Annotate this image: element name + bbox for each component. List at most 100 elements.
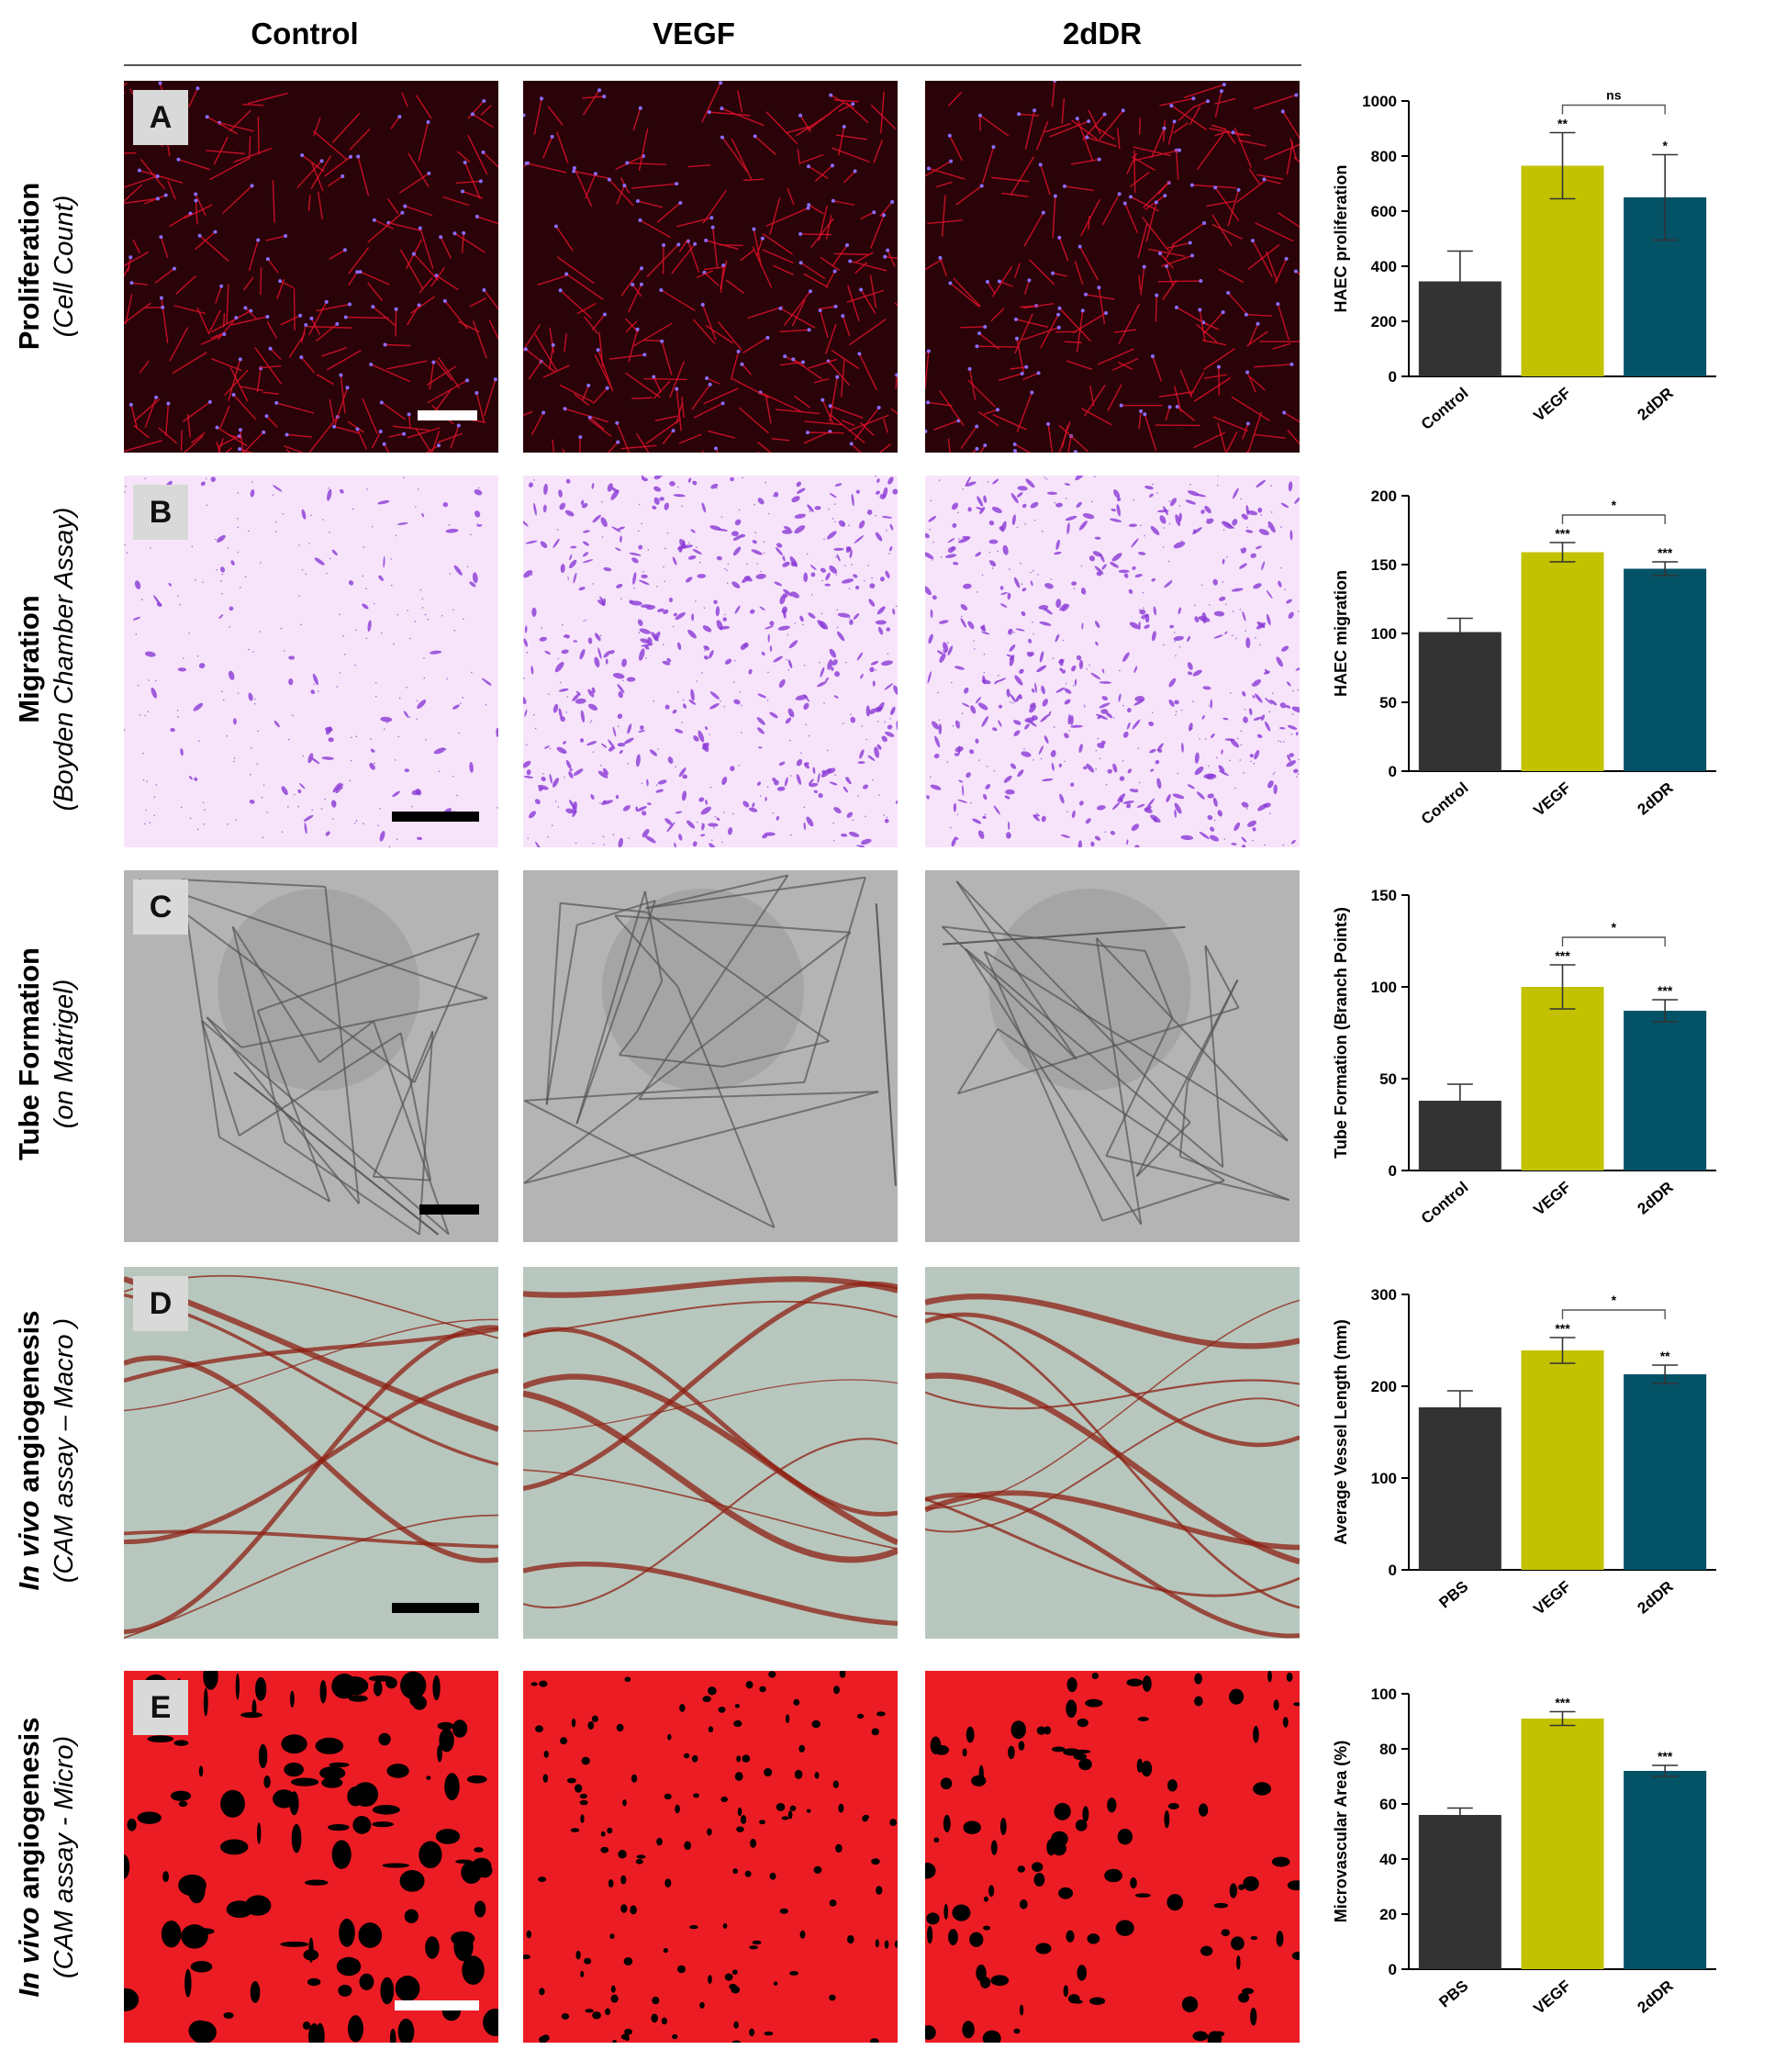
- micrograph-c-vegf: [523, 870, 898, 1242]
- y-tick-label: 200: [1371, 313, 1397, 330]
- column-header-control: Control: [251, 17, 359, 50]
- y-tick-label: 200: [1371, 1378, 1397, 1395]
- y-tick-label: 150: [1371, 887, 1397, 904]
- x-tick-label: Control: [1418, 1179, 1472, 1227]
- significance-label: **: [1557, 117, 1568, 131]
- panel-letter-c: C: [133, 879, 188, 935]
- micrograph-b-control: B: [124, 476, 498, 847]
- cam-mask-e-control: E: [124, 1671, 498, 2043]
- y-tick-label: 100: [1371, 625, 1397, 643]
- x-tick-label: PBS: [1435, 1578, 1471, 1612]
- x-tick-label: VEGF: [1530, 1179, 1574, 1219]
- cam-mask-e-vegf: [523, 1671, 898, 2043]
- y-tick-label: 50: [1379, 694, 1397, 711]
- image-texture: [925, 1671, 1300, 2043]
- image-texture: [523, 81, 898, 453]
- x-tick-label: Control: [1418, 385, 1472, 433]
- bar-vegf: [1521, 1350, 1604, 1570]
- chart-svg: 0 50 100 150 200 HAEC migration Control *** VEGF…: [1332, 487, 1716, 828]
- x-tick-label: VEGF: [1530, 385, 1574, 425]
- comparison-bracket: [1561, 1309, 1666, 1319]
- micrograph-c-control: C: [124, 870, 498, 1242]
- significance-label: **: [1660, 1349, 1670, 1363]
- bar-vegf: [1521, 1719, 1604, 1969]
- error-bar: [1446, 1390, 1473, 1425]
- y-tick-label: 200: [1371, 487, 1397, 505]
- significance-label: ***: [1555, 1696, 1570, 1710]
- x-tick-label: 2dDR: [1635, 1578, 1677, 1618]
- y-axis-label: Average Vessel Length (mm): [1332, 1319, 1350, 1544]
- image-texture: [925, 81, 1300, 453]
- row-label-a: Proliferation (Cell Count): [13, 182, 79, 351]
- chart-vessel-length: 0 100 200 300 Average Vessel Length (mm) PBS *…: [1303, 1276, 1786, 1662]
- column-header-vegf: VEGF: [653, 17, 735, 50]
- error-bar: [1652, 153, 1679, 241]
- panel-letter-b: B: [133, 485, 188, 540]
- panel-letter-e: E: [133, 1680, 188, 1735]
- comparison-bracket: [1561, 104, 1666, 115]
- chart-svg: 0 50 100 150 Tube Formation (Branch Points) C…: [1332, 887, 1716, 1227]
- y-tick-label: 40: [1379, 1851, 1397, 1868]
- error-bar: [1446, 1083, 1473, 1118]
- image-texture: [523, 1671, 898, 2043]
- y-tick-label: 400: [1371, 258, 1397, 275]
- y-tick-label: 0: [1389, 1562, 1397, 1579]
- bracket-label: *: [1612, 1293, 1617, 1307]
- x-tick-label: PBS: [1435, 1977, 1471, 2011]
- y-tick-label: 20: [1379, 1906, 1397, 1923]
- cam-photo-d-control: D: [124, 1267, 498, 1639]
- comparison-bracket: [1561, 936, 1666, 946]
- significance-label: ***: [1658, 545, 1673, 560]
- image-texture: [523, 476, 898, 847]
- comparison-bracket: [1561, 514, 1666, 524]
- chart-tube-formation: 0 50 100 150 Tube Formation (Branch Points) C…: [1303, 877, 1786, 1262]
- significance-label: ***: [1658, 983, 1673, 998]
- image-texture: [925, 1267, 1300, 1639]
- significance-label: ***: [1555, 1321, 1570, 1336]
- image-texture: [523, 870, 898, 1242]
- micrograph-a-vegf: [523, 81, 898, 453]
- scale-bar: [392, 1603, 479, 1613]
- bar-pbs: [1418, 1407, 1501, 1570]
- error-bar: [1446, 617, 1473, 647]
- panel-letter-a: A: [133, 90, 188, 145]
- image-texture: [925, 870, 1300, 1242]
- y-tick-label: 150: [1371, 556, 1397, 574]
- significance-label: ***: [1555, 526, 1570, 541]
- y-tick-label: 60: [1379, 1796, 1397, 1813]
- bar-2ddr: [1624, 568, 1707, 771]
- micrograph-c-2ddr: [925, 870, 1300, 1242]
- chart-svg: 0 200 400 600 800 1000 HAEC proliferation Contr…: [1332, 88, 1716, 433]
- scale-bar: [418, 410, 477, 420]
- error-bar: [1652, 999, 1679, 1023]
- error-bar: [1652, 561, 1679, 577]
- bar-vegf: [1521, 987, 1604, 1170]
- bar-control: [1418, 632, 1501, 771]
- micrograph-a-2ddr: [925, 81, 1300, 453]
- cam-photo-d-vegf: [523, 1267, 898, 1639]
- row-label-c: Tube Formation (on Matrigel): [13, 947, 79, 1160]
- bar-2ddr: [1624, 1374, 1707, 1570]
- y-tick-label: 80: [1379, 1741, 1397, 1758]
- micrograph-a-control: A: [124, 81, 498, 453]
- y-tick-label: 300: [1371, 1286, 1397, 1304]
- y-tick-label: 100: [1371, 1686, 1397, 1703]
- bracket-label: *: [1612, 498, 1617, 512]
- scale-bar: [392, 812, 479, 822]
- bar-2ddr: [1624, 1011, 1707, 1170]
- x-tick-label: Control: [1418, 779, 1472, 828]
- bar-vegf: [1521, 165, 1604, 376]
- row-label-e: In vivo angiogenesis (CAM assay - Micro): [13, 1717, 79, 1998]
- error-bar: [1549, 131, 1576, 200]
- cam-photo-d-2ddr: [925, 1267, 1300, 1639]
- y-axis-label: Microvascular Area (%): [1332, 1741, 1350, 1922]
- x-tick-label: 2dDR: [1635, 1179, 1677, 1218]
- error-bar: [1446, 1807, 1473, 1823]
- y-tick-label: 100: [1371, 979, 1397, 996]
- y-tick-label: 0: [1389, 1162, 1397, 1180]
- chart-proliferation: 0 200 400 600 800 1000 HAEC proliferation Contr…: [1303, 83, 1786, 468]
- panel-letter-d: D: [133, 1276, 188, 1331]
- error-bar: [1652, 1364, 1679, 1384]
- significance-label: ***: [1658, 1749, 1673, 1764]
- chart-svg: 0 20 40 60 80 100 Microvascular Area (%) PBS ***…: [1332, 1686, 1716, 2018]
